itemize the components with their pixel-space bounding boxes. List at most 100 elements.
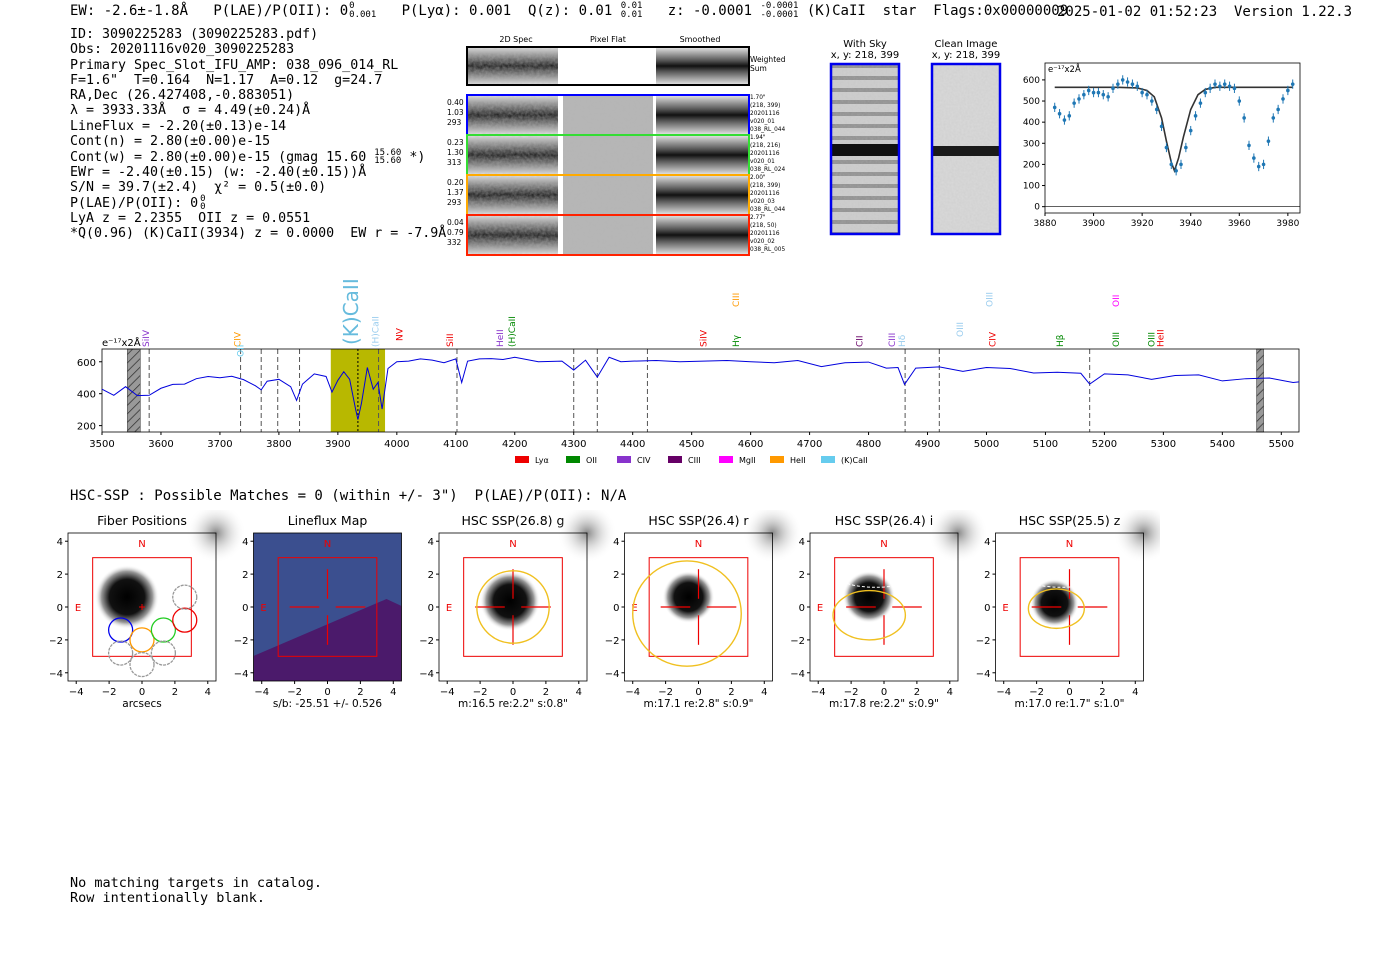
hsc-ytick-label: −2: [419, 636, 434, 647]
fit-data-point: [1184, 145, 1188, 150]
weighted-sum-row: Weighted Sum: [466, 46, 786, 86]
hsc-ytick-label: −4: [976, 669, 991, 680]
qz-label: Q(z): 0.01: [528, 3, 613, 19]
info-lineflux: LineFlux = -2.20(±0.13)e-14: [70, 118, 287, 134]
legend-label: OII: [586, 456, 597, 465]
legend-label: CIV: [637, 456, 651, 465]
spec-xtick-label: 5400: [1210, 439, 1235, 450]
hsc-xtick-label: −2: [287, 687, 302, 698]
legend-label: (K)CaII: [841, 456, 868, 465]
spec-xtick-label: 5000: [974, 439, 999, 450]
ew-value: EW: -2.6±-1.8Å: [70, 3, 189, 19]
hsc-ytick-label: 0: [613, 603, 619, 614]
cutout-row-meta: v020_01: [750, 119, 775, 125]
info-fwhm: F=1.6" T=0.164 N=1.17 A=0.12 g=24.7: [70, 72, 383, 88]
hsc-panel-0: Fiber Positions N E 4 2 0 −2 −4 −4 −2 0 2 4 arcsecs: [50, 510, 246, 710]
fiber-circle: [172, 584, 198, 610]
fit-data-point: [1256, 164, 1261, 169]
line-label-siii: SiII: [446, 333, 456, 347]
cutout-row-meta: 038_RL_024: [750, 167, 785, 173]
masked-region: [127, 348, 141, 433]
hsc-xtick-label: 2: [914, 687, 920, 698]
east-label: E: [1002, 603, 1008, 614]
legend-label: HeII: [790, 456, 806, 465]
cutout-row-meta: 20201116: [750, 191, 780, 197]
spec-xtick-label: 4900: [915, 439, 940, 450]
legend-swatch: [719, 456, 733, 463]
info-id: ID: 3090225283 (3090225283.pdf): [70, 27, 319, 42]
spec-xtick-label: 4000: [384, 439, 409, 450]
z-sup: -0.0001: [760, 1, 799, 11]
fit-ytick-label: 300: [1023, 139, 1040, 149]
hsc-xtick-label: 2: [357, 687, 363, 698]
with-sky-xy: x, y: 218, 399: [831, 50, 900, 61]
fit-data-point: [1062, 118, 1067, 122]
hsc-ytick-label: 4: [242, 537, 248, 548]
cutout-2dspec-noise: [468, 136, 558, 174]
plae2-sup: 0: [200, 194, 206, 205]
hsc-ytick-label: −2: [50, 636, 63, 647]
footer-line-1: No matching targets in catalog.: [70, 875, 322, 891]
cutout-smoothed: [656, 216, 748, 254]
spec-axes-frame: [101, 348, 1300, 433]
fit-data-point: [1261, 162, 1266, 167]
fit-data-point: [1276, 107, 1280, 112]
plae-label: P(LAE)/P(OII): 0: [213, 3, 349, 19]
search-box: [648, 557, 749, 657]
hsc-ytick-label: 4: [57, 537, 63, 548]
hsc-ytick-label: −4: [605, 669, 620, 680]
cutout-row-frame: [466, 214, 750, 256]
fit-xtick-label: 3940: [1179, 219, 1202, 229]
cutout-pixelflat-noise: [563, 96, 653, 134]
fit-data-point: [1159, 124, 1164, 129]
fit-data-point: [1208, 86, 1212, 91]
fit-data-point: [1290, 82, 1295, 86]
spec-xtick-label: 3500: [89, 439, 114, 450]
north-label: N: [138, 539, 145, 550]
fit-xtick-label: 3920: [1131, 219, 1154, 229]
fit-data-point: [1271, 116, 1276, 120]
cutout-row-num: 313: [447, 158, 462, 167]
hsc-xtick-label: 4: [947, 687, 953, 698]
cutout-row-num: 1.37: [447, 188, 464, 197]
hsc-xtick-label: 0: [139, 687, 145, 698]
hsc-panel-3: HSC SSP(26.4) r N E 4 2 0 −2 −4 −4 −2 0 2 4 m:17.1 re…: [605, 510, 803, 710]
hsc-star: [662, 571, 715, 623]
legend-swatch: [515, 456, 529, 463]
hsc-xtick-label: −2: [102, 687, 117, 698]
hsc-xtick-label: 0: [510, 687, 516, 698]
fit-data-point: [1145, 92, 1149, 97]
spec-xtick-label: 5200: [1092, 439, 1117, 450]
spec-ytick-label: 200: [77, 422, 96, 433]
hsc-panel-4: HSC SSP(26.4) i N E 4 2 0 −2 −4 −4 −2 0 2 4 m:17.8 re…: [790, 510, 988, 710]
hsc-ytick-label: 0: [57, 603, 63, 614]
fit-data-point: [1164, 145, 1169, 150]
hsc-ytick-label: 0: [984, 603, 990, 614]
north-label: N: [509, 539, 516, 550]
east-label: E: [631, 603, 637, 614]
legend-swatch: [668, 456, 682, 463]
fit-data-point: [1252, 156, 1256, 160]
fiber-circle: [129, 627, 155, 653]
cutout-row-meta: (218, 399): [750, 183, 780, 189]
fit-data-point: [1193, 114, 1198, 118]
hsc-ytick-label: 0: [428, 603, 434, 614]
line-label-civ: CIV: [988, 331, 998, 347]
info-sn: S/N = 39.7(±2.4) χ² = 0.5(±0.0): [70, 179, 327, 195]
cutout-smoothed: [656, 136, 748, 174]
east-label: E: [75, 603, 81, 614]
spec-xtick-label: 4100: [443, 439, 468, 450]
with-sky-title: With Sky: [843, 39, 887, 50]
hsc-panel-5: HSC SSP(25.5) z N E 4 2 0 −2 −4 −4 −2 0 2 4 m:17.0 re…: [976, 510, 1160, 710]
fit-data-point: [1096, 90, 1101, 95]
spec-xtick-label: 4600: [738, 439, 763, 450]
fit-data-point: [1247, 143, 1251, 148]
cutout-row-meta: 20201116: [750, 151, 780, 157]
fit-data-point: [1218, 84, 1222, 89]
hsc-xtick-label: −2: [844, 687, 859, 698]
sky-clean-cutouts: With Sky x, y: 218, 399 Clean Image x, y…: [829, 39, 1002, 236]
fit-data-point: [1198, 101, 1203, 105]
plya-value: P(Lyα): 0.001: [401, 3, 512, 19]
